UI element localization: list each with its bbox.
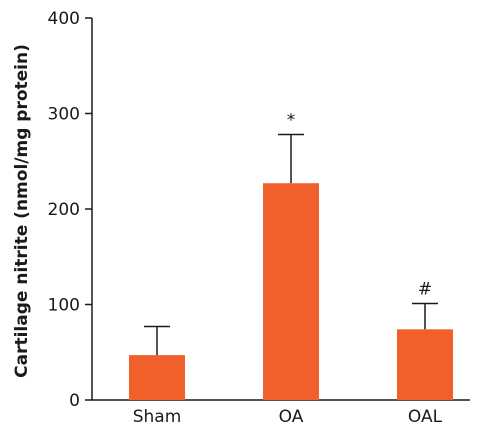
x-tick-label: Sham — [133, 407, 182, 427]
bar-oal — [397, 329, 453, 400]
y-tick-label: 200 — [48, 200, 80, 220]
y-tick-label: 300 — [48, 105, 80, 125]
y-tick-label: 400 — [48, 9, 80, 29]
y-tick-label: 100 — [48, 296, 80, 316]
x-tick-label: OA — [279, 407, 304, 427]
significance-marker: * — [287, 111, 296, 131]
significance-marker: # — [418, 280, 432, 300]
bar-oa — [263, 183, 319, 400]
bar-sham — [129, 355, 185, 400]
x-tick-label: OAL — [408, 407, 443, 427]
bars: *# — [129, 111, 453, 400]
y-ticks: 0 100 200 300 400 — [48, 9, 92, 411]
y-axis-title: Cartilage nitrite (nmol/mg protein) — [12, 44, 32, 378]
y-tick-label: 0 — [69, 391, 80, 411]
x-labels: Sham OA OAL — [133, 407, 443, 427]
